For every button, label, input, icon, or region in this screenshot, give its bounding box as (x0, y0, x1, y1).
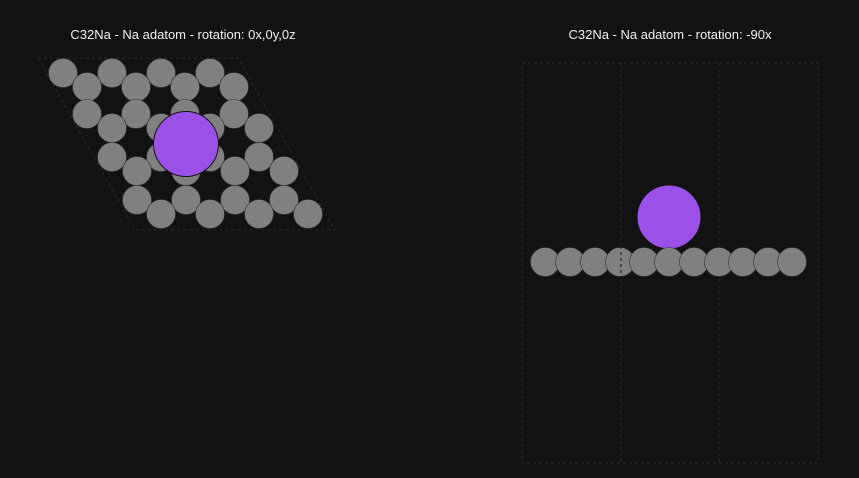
carbon-atom (97, 58, 127, 88)
carbon-atom (679, 247, 709, 277)
carbon-atom (121, 72, 151, 102)
carbon-atom (48, 58, 78, 88)
unit-cell-outline (37, 57, 336, 231)
carbon-atom (97, 142, 127, 172)
sodium-atom (636, 184, 702, 250)
carbon-atom (269, 185, 299, 215)
carbon-atom (146, 199, 176, 229)
carbon-atom (654, 247, 684, 277)
carbon-atom (777, 247, 807, 277)
carbon-atom (219, 99, 249, 129)
left-panel-title: C32Na - Na adatom - rotation: 0x,0y,0z (70, 27, 296, 42)
carbon-atom (580, 247, 610, 277)
carbon-atom (72, 72, 102, 102)
carbon-atom (122, 185, 152, 215)
carbon-atom (293, 199, 323, 229)
carbon-atom (220, 185, 250, 215)
carbon-atom (244, 113, 274, 143)
carbon-atom (195, 199, 225, 229)
carbon-atom (530, 247, 560, 277)
carbon-atom (146, 58, 176, 88)
carbon-atom (629, 247, 659, 277)
carbon-atom (244, 199, 274, 229)
carbon-atom (220, 156, 250, 186)
carbon-atom (170, 72, 200, 102)
carbon-atom (121, 99, 151, 129)
carbon-atom (171, 185, 201, 215)
right-panel-title: C32Na - Na adatom - rotation: -90x (568, 27, 772, 42)
carbon-atom (122, 156, 152, 186)
carbon-atom (269, 156, 299, 186)
carbon-atom (728, 247, 758, 277)
carbon-atom (219, 72, 249, 102)
carbon-atom (72, 99, 102, 129)
carbon-atom (97, 113, 127, 143)
carbon-atom (555, 247, 585, 277)
carbon-atom (244, 142, 274, 172)
carbon-atom (195, 58, 225, 88)
sodium-atom (153, 111, 219, 177)
